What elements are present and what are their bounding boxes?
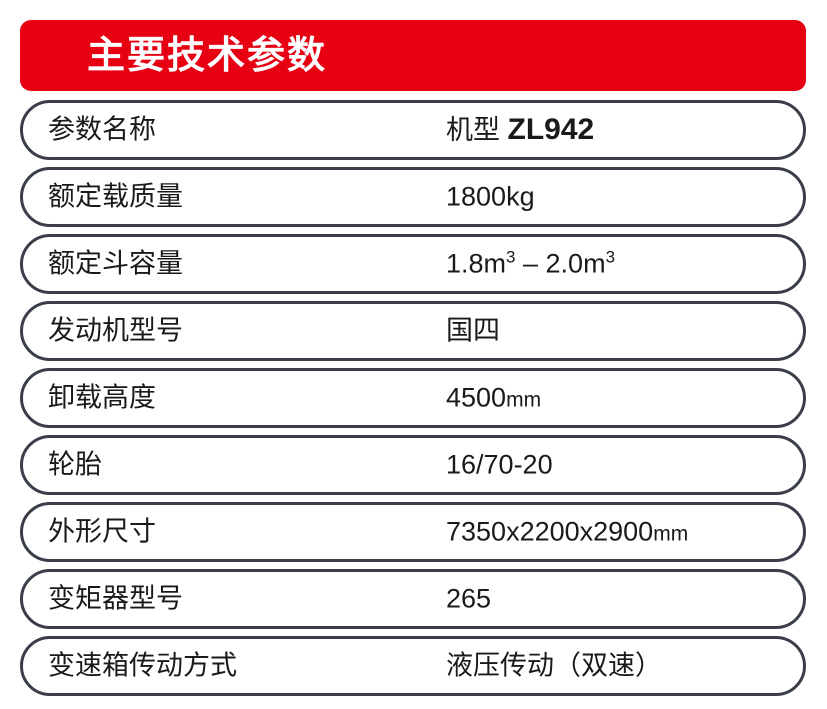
bucket-capacity-max: 2.0m [545,248,606,279]
table-row: 发动机型号 国四 [20,301,806,361]
bucket-capacity-max-exponent: 3 [605,247,616,267]
row-value-model: ZL942 [507,113,595,146]
dimensions-unit: mm [653,522,689,546]
spec-table: 参数名称 机型 ZL942 额定载质量 1800kg 额定斗容量 1.8m3 –… [20,100,806,696]
row-label: 发动机型号 [48,315,183,346]
row-label: 额定斗容量 [48,248,183,279]
table-row: 额定载质量 1800kg [20,167,806,227]
bucket-capacity-min: 1.8m [446,248,507,279]
row-label: 变矩器型号 [48,583,183,614]
row-value: 液压传动（双速） [446,650,662,681]
bucket-capacity-min-exponent: 3 [506,247,516,267]
dump-height-number: 4500 [446,382,507,413]
page-title: 主要技术参数 [87,34,328,77]
row-label: 卸载高度 [48,382,156,413]
row-label: 额定载质量 [48,181,183,212]
row-value: 16/70-20 [446,449,553,480]
table-row: 卸载高度 4500mm [20,368,806,428]
table-row: 变速箱传动方式 液压传动（双速） [20,636,806,696]
row-value-prefix: 机型 [446,115,508,145]
row-label: 变速箱传动方式 [48,650,237,681]
row-value: 7350x2200x2900mm [446,516,689,547]
table-row: 参数名称 机型 ZL942 [20,100,806,160]
dimensions-number: 7350x2200x2900 [446,516,654,547]
section-header-banner: 主要技术参数 [20,20,806,91]
table-row: 变矩器型号 265 [20,569,806,629]
row-value: 4500mm [446,382,542,413]
row-value: 国四 [446,315,500,346]
table-row: 轮胎 16/70-20 [20,435,806,495]
row-value: 265 [446,583,492,614]
row-label: 外形尺寸 [48,516,156,547]
table-row: 外形尺寸 7350x2200x2900mm [20,502,806,562]
row-value: 机型 ZL942 [446,115,594,145]
table-row: 额定斗容量 1.8m3 – 2.0m3 [20,234,806,294]
row-value: 1800kg [446,181,535,212]
dump-height-unit: mm [506,388,542,412]
row-label: 轮胎 [48,449,102,480]
row-value: 1.8m3 – 2.0m3 [446,247,616,279]
bucket-capacity-separator: – [515,248,546,279]
row-label: 参数名称 [48,114,156,145]
